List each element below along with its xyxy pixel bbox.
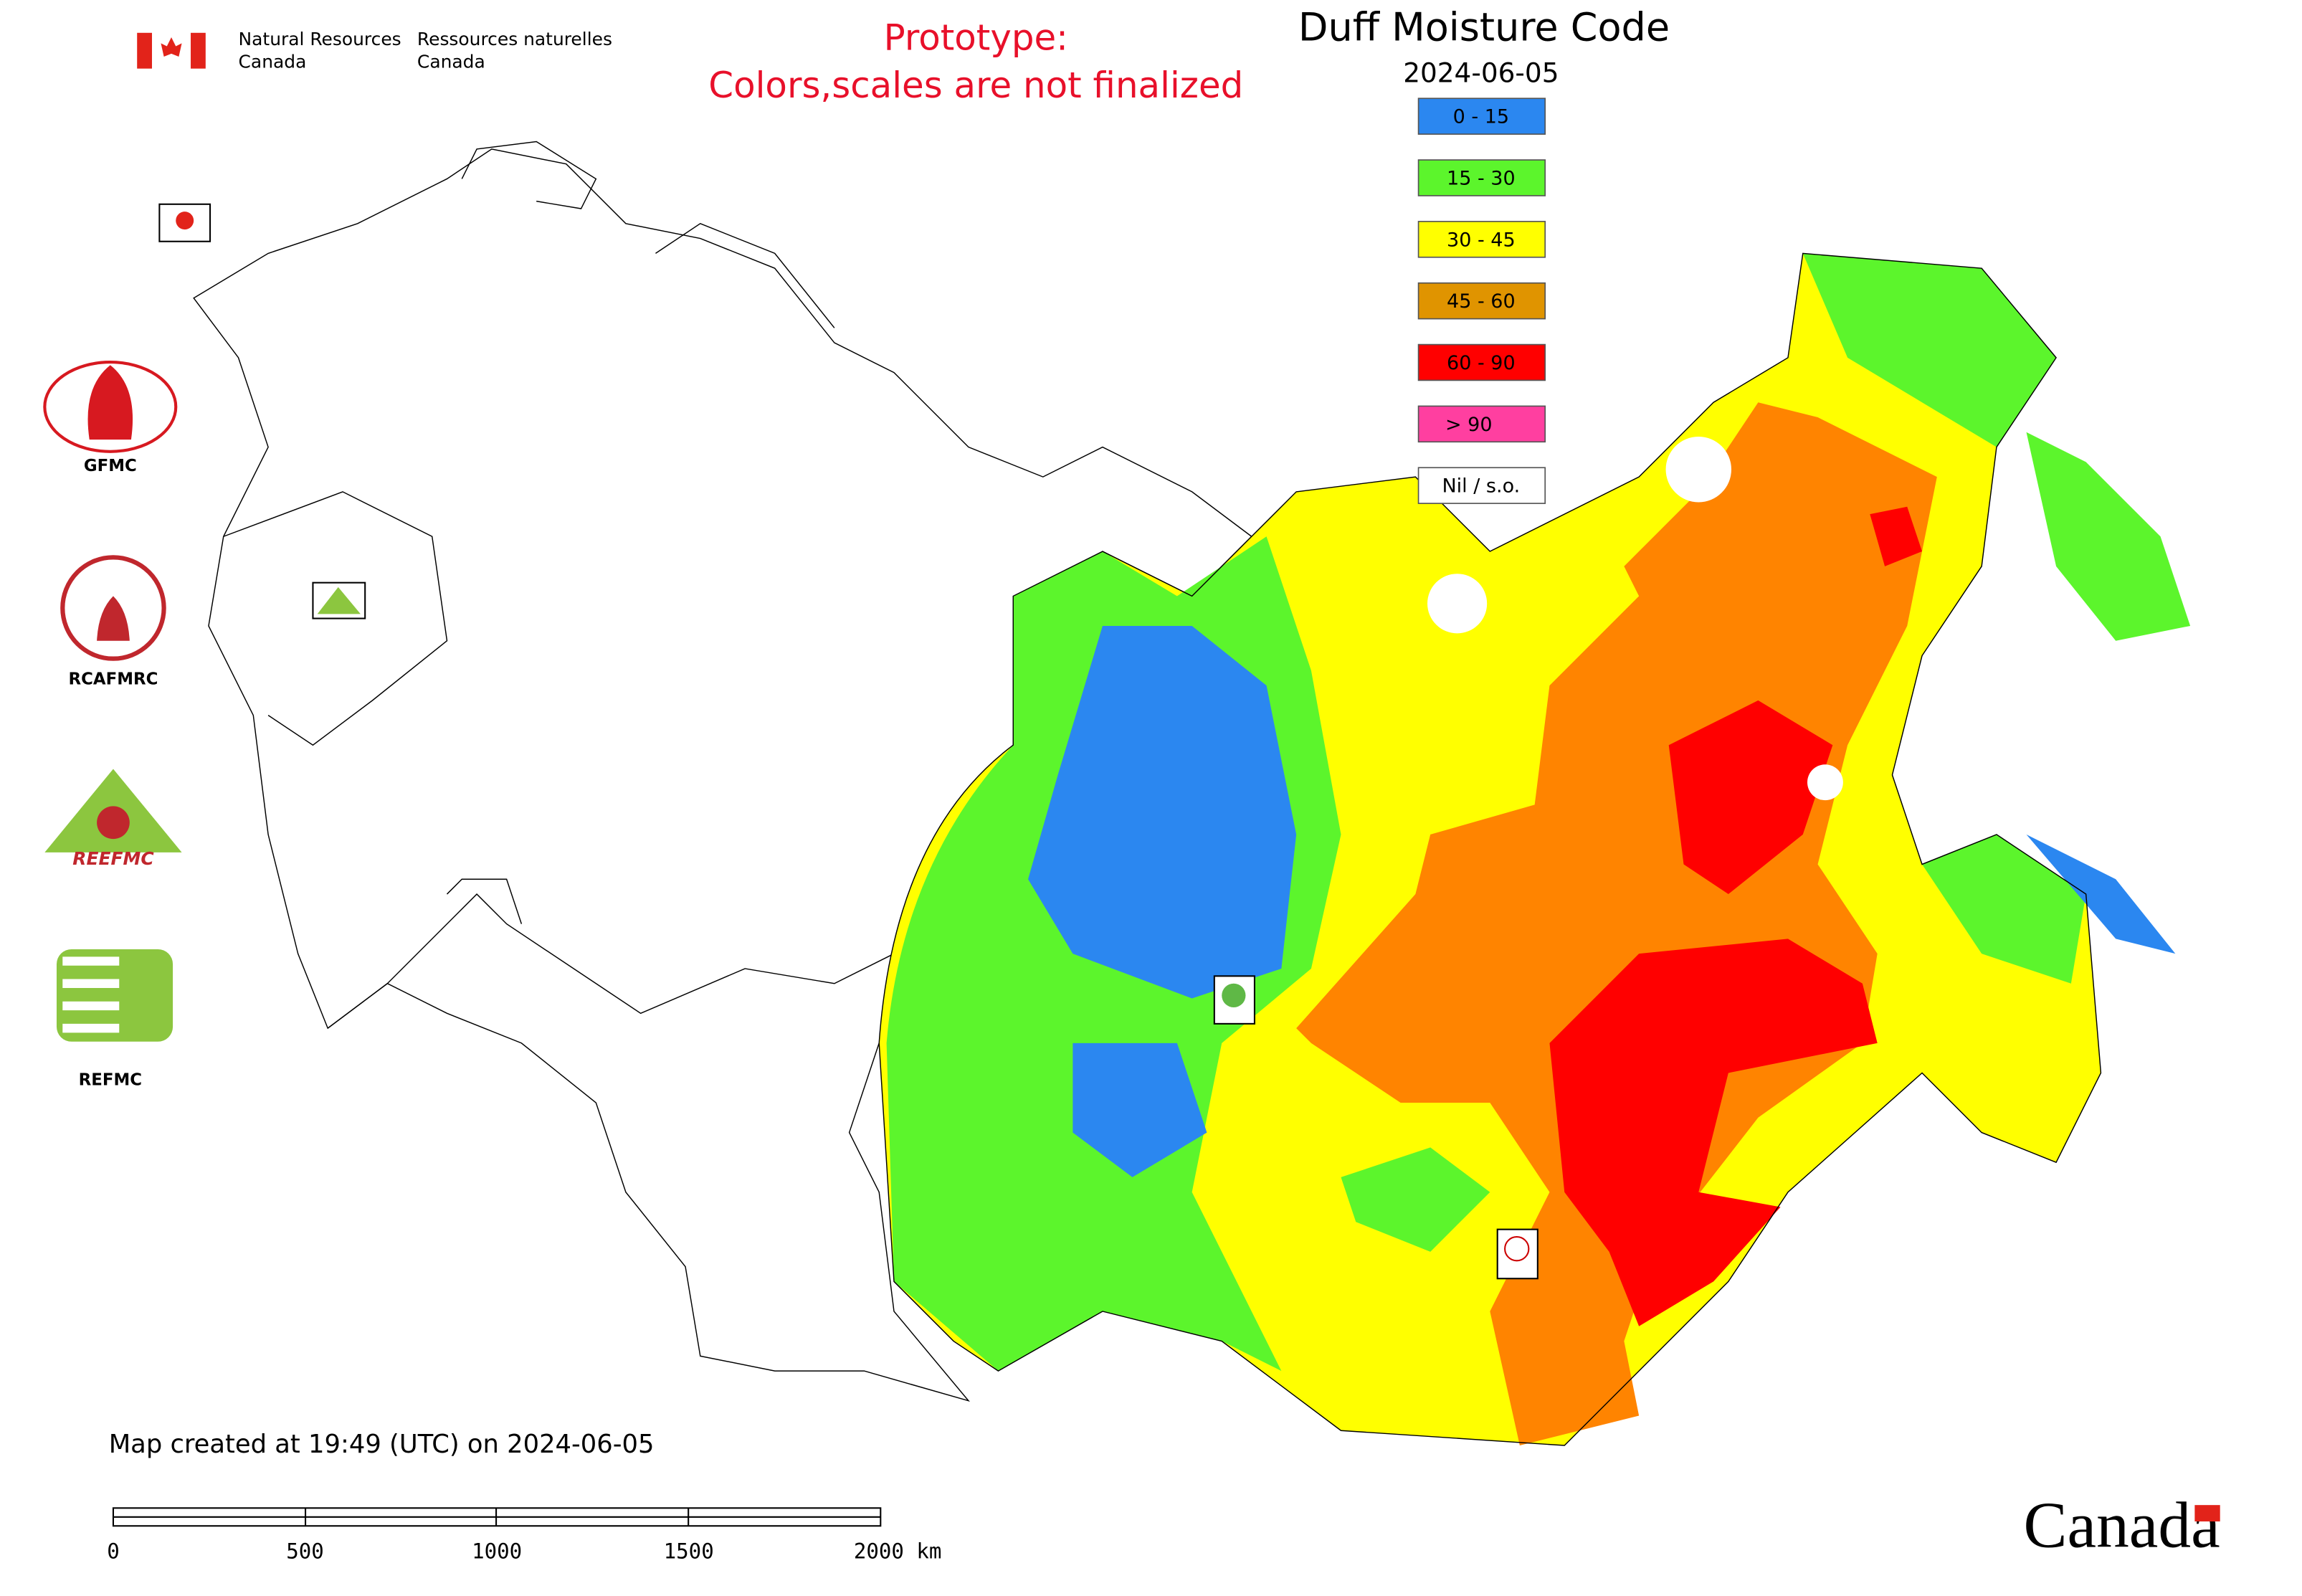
region [1665,437,1732,503]
dept-fr: Canada [417,51,485,72]
notice: Prototype: [884,17,1068,59]
logos: GFMC RCAFMRC REEFMC REFMC [43,361,182,1089]
region [1341,253,2191,1252]
legend-label: 45 - 60 [1447,290,1516,313]
legend-swatch [1417,98,1546,135]
date: 2024-06-05 [1403,57,1559,88]
region [1549,506,1923,1326]
goc-signature: Natural Resources Canada Ressources natu… [137,29,612,72]
canada-wordmark: Canada [2024,1489,2220,1562]
domain-outline [878,252,2102,1446]
dept-en: Canada [239,51,307,72]
dept-fr: Ressources naturelles [417,29,612,49]
wordmark-flag [2194,1505,2220,1522]
legend-swatch [1417,467,1546,504]
scale-label: 1000 [472,1539,522,1564]
scale-labels: 0 500 1000 1500 2000 km [107,1539,941,1564]
created-note: Map created at 19:49 (UTC) on 2024-06-05 [109,1430,655,1459]
scale-label: 500 [286,1539,324,1564]
legend-swatch [1417,343,1546,381]
legend: 0 - 15 15 - 30 30 - 45 45 - 60 60 - 90 > 90 Ni… [1417,98,1546,504]
map-regions [879,253,2191,1446]
center-markers [158,203,1538,1280]
legend-swatch [1417,405,1546,443]
logo-label: REEFMC [72,848,154,869]
scale-label: 2000 km [854,1539,942,1564]
region [1427,574,1488,634]
scale-label: 1500 [664,1539,714,1564]
scale-bar [112,1507,882,1527]
notice: Colors,scales are not finalized [708,65,1243,106]
legend-label: 0 - 15 [1453,106,1509,128]
legend-swatch [1417,159,1546,196]
legend-label: 30 - 45 [1447,229,1516,251]
legend-swatch [1417,282,1546,320]
logo-label: RCAFMRC [69,670,158,688]
scale-label: 0 [107,1539,120,1564]
legend-label: 60 - 90 [1447,352,1516,374]
logo-label: GFMC [84,457,137,475]
region [1296,402,1937,1446]
legend-swatch [1417,221,1546,258]
legend-label: 15 - 30 [1447,168,1516,190]
region [1028,625,2176,1177]
dept-en: Natural Resources [239,29,401,49]
legend-label: > 90 [1445,414,1493,436]
logo-label: REFMC [79,1070,142,1089]
region [1807,764,1843,801]
title: Duff Moisture Code [1298,4,1670,49]
legend-label: Nil / s.o. [1442,475,1520,498]
